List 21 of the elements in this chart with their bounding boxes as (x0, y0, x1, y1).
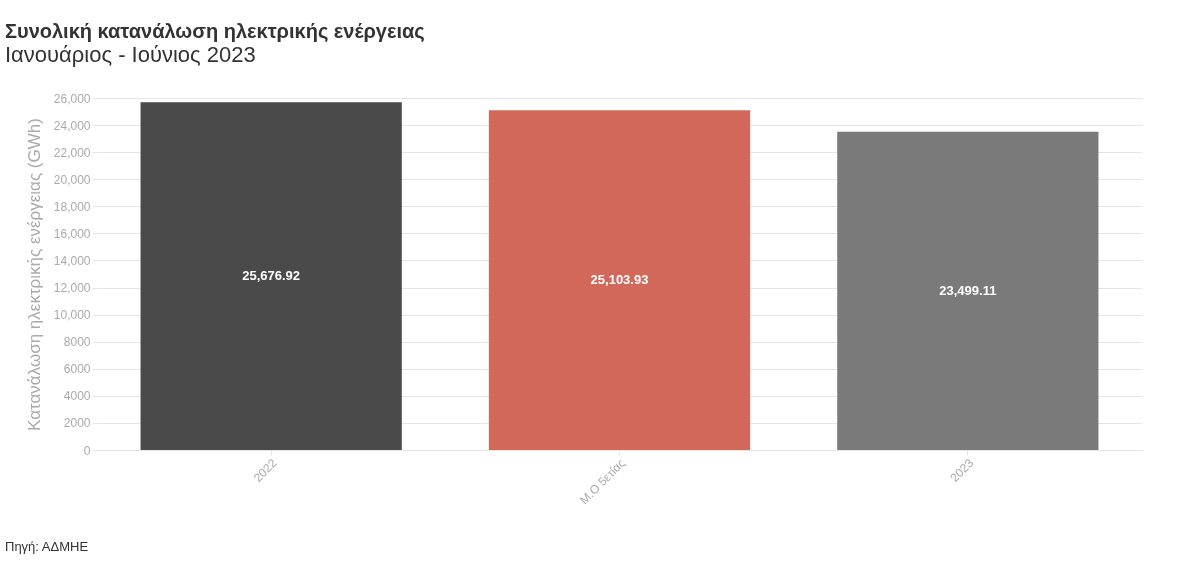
chart-title: Συνολική κατανάλωση ηλεκτρικής ενέργειας (5, 20, 425, 42)
y-tick-label: 26,000 (53, 91, 91, 106)
y-tick-label: 2000 (63, 416, 91, 431)
data-label: 23,499.11 (939, 282, 997, 298)
data-label: 25,103.93 (590, 272, 649, 288)
y-tick-label: 16,000 (53, 226, 91, 241)
y-tick-label: 14,000 (53, 253, 91, 268)
y-tick-label: 8000 (63, 335, 91, 350)
chart-subtitle: Ιανουάριος - Ιούνιος 2023 (5, 42, 256, 67)
y-tick-label: 24,000 (53, 118, 91, 133)
y-tick-label: 18,000 (53, 199, 91, 214)
data-label: 25,676.92 (242, 268, 301, 284)
y-tick-label: 4000 (63, 389, 91, 404)
y-tick-label: 22,000 (53, 145, 91, 160)
text: Πηγή: ΑΔΜΗΕ (5, 539, 89, 554)
y-tick-label: 10,000 (53, 308, 91, 323)
y-axis-title: Κατανάλωση ηλεκτρικής ενέργειας (GWh) (24, 118, 44, 431)
y-tick-label: 0 (83, 443, 91, 458)
y-tick-label: 20,000 (53, 172, 91, 187)
y-tick-label: 12,000 (53, 281, 91, 296)
y-tick-label: 6000 (63, 362, 91, 377)
